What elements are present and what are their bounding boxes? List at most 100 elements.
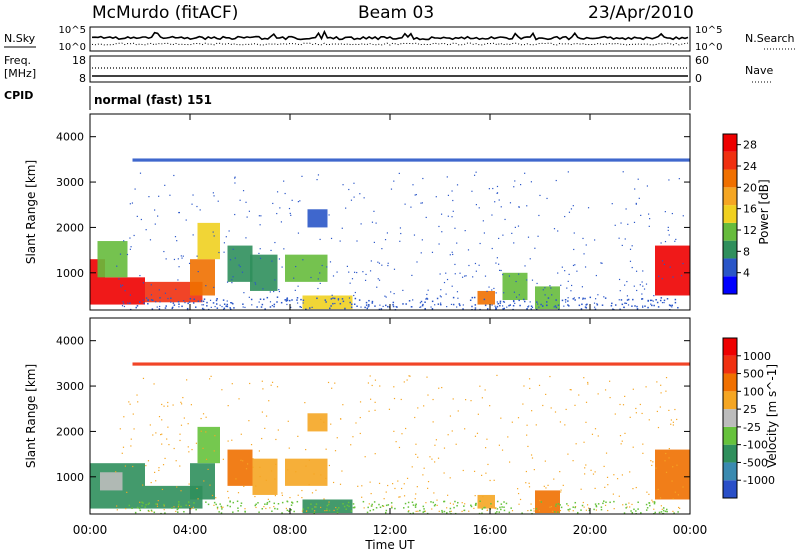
- scatter-point: [174, 236, 177, 238]
- colorbar-tick-label: 20: [743, 181, 757, 194]
- scatter-point: [143, 302, 145, 304]
- scatter-point: [331, 387, 333, 389]
- scatter-point: [572, 506, 574, 508]
- noise-search-trace: [91, 42, 689, 46]
- scatter-point: [123, 305, 126, 308]
- scatter-point: [538, 384, 541, 386]
- scatter-point: [384, 511, 387, 514]
- scatter-point: [641, 298, 643, 300]
- scatter-point: [427, 289, 429, 291]
- scatter-point: [580, 308, 583, 310]
- scatter-point: [488, 188, 490, 190]
- scatter-point: [419, 306, 421, 308]
- scatter-point: [514, 226, 516, 228]
- scatter-point: [545, 393, 547, 396]
- scatter-point: [663, 301, 665, 304]
- scatter-point: [237, 510, 239, 512]
- scatter-point: [605, 501, 607, 504]
- scatter-point: [228, 230, 230, 232]
- scatter-point: [471, 305, 473, 308]
- scatter-point: [429, 456, 431, 458]
- scatter-point: [259, 298, 262, 300]
- scatter-point: [662, 509, 665, 512]
- scatter-point: [364, 306, 366, 309]
- scatter-point: [426, 376, 428, 378]
- scatter-point: [120, 286, 122, 288]
- scatter-point: [414, 194, 416, 196]
- scatter-point: [237, 492, 240, 494]
- scatter-point: [265, 479, 267, 481]
- scatter-point: [209, 484, 211, 486]
- scatter-point: [656, 301, 659, 304]
- scatter-point: [381, 264, 383, 266]
- scatter-point: [255, 503, 257, 506]
- scatter-point: [594, 239, 596, 241]
- scatter-point: [525, 470, 527, 473]
- scatter-point: [439, 302, 442, 304]
- scatter-point: [475, 503, 477, 505]
- scatter-point: [269, 301, 272, 303]
- scatter-point: [173, 447, 175, 450]
- scatter-point: [281, 501, 284, 504]
- scatter-point: [420, 202, 422, 204]
- scatter-point: [334, 382, 336, 384]
- scatter-point: [674, 408, 676, 411]
- scatter-point: [317, 287, 319, 290]
- scatter-point: [403, 507, 405, 509]
- scatter-point: [456, 242, 458, 244]
- scatter-point: [180, 255, 182, 257]
- scatter-point: [483, 232, 485, 234]
- scatter-point: [193, 502, 195, 504]
- scatter-point: [403, 381, 405, 383]
- scatter-point: [523, 300, 526, 303]
- scatter-point: [468, 264, 470, 267]
- scatter-point: [484, 304, 487, 307]
- scatter-point: [454, 273, 456, 275]
- scatter-point: [421, 239, 423, 241]
- scatter-point: [653, 502, 656, 505]
- scatter-point: [600, 506, 603, 508]
- scatter-point: [620, 299, 623, 301]
- scatter-point: [415, 453, 417, 456]
- scatter-point: [573, 297, 575, 299]
- scatter-point: [158, 195, 160, 197]
- scatter-point: [493, 479, 495, 481]
- scatter-point: [258, 450, 260, 452]
- scatter-point: [328, 464, 330, 467]
- scatter-point: [647, 306, 649, 309]
- scatter-point: [501, 305, 504, 307]
- scatter-point: [207, 503, 210, 506]
- scatter-point: [488, 286, 490, 288]
- scatter-point: [441, 511, 444, 513]
- scatter-point: [613, 508, 615, 510]
- scatter-point: [441, 509, 443, 512]
- scatter-point: [345, 508, 347, 510]
- scatter-point: [368, 299, 370, 302]
- scatter-point: [557, 272, 559, 274]
- scatter-point: [611, 302, 613, 305]
- scatter-point: [484, 275, 487, 277]
- scatter-point: [605, 452, 608, 454]
- scatter-point: [529, 301, 531, 303]
- scatter-point: [621, 244, 623, 247]
- scatter-point: [324, 510, 326, 512]
- scatter-point: [138, 507, 141, 510]
- frequency-panel: Freq. [MHz] 18 8 60 0 Nave: [4, 54, 773, 85]
- scatter-point: [152, 434, 154, 436]
- cpid-label: CPID: [4, 89, 33, 102]
- scatter-point: [502, 273, 504, 276]
- scatter-point: [494, 512, 497, 514]
- scatter-point: [670, 423, 672, 425]
- scatter-point: [407, 501, 410, 504]
- scatter-point: [406, 477, 409, 479]
- scatter-point: [585, 421, 587, 423]
- scatter-point: [419, 302, 421, 304]
- scatter-point: [438, 225, 440, 228]
- scatter-point: [662, 507, 665, 509]
- velocity-colorbar-label: Velocity [m s^-1]: [765, 364, 779, 468]
- scatter-point: [290, 504, 293, 506]
- scatter-point: [422, 474, 424, 476]
- scatter-point: [632, 488, 634, 490]
- scatter-point: [223, 251, 225, 253]
